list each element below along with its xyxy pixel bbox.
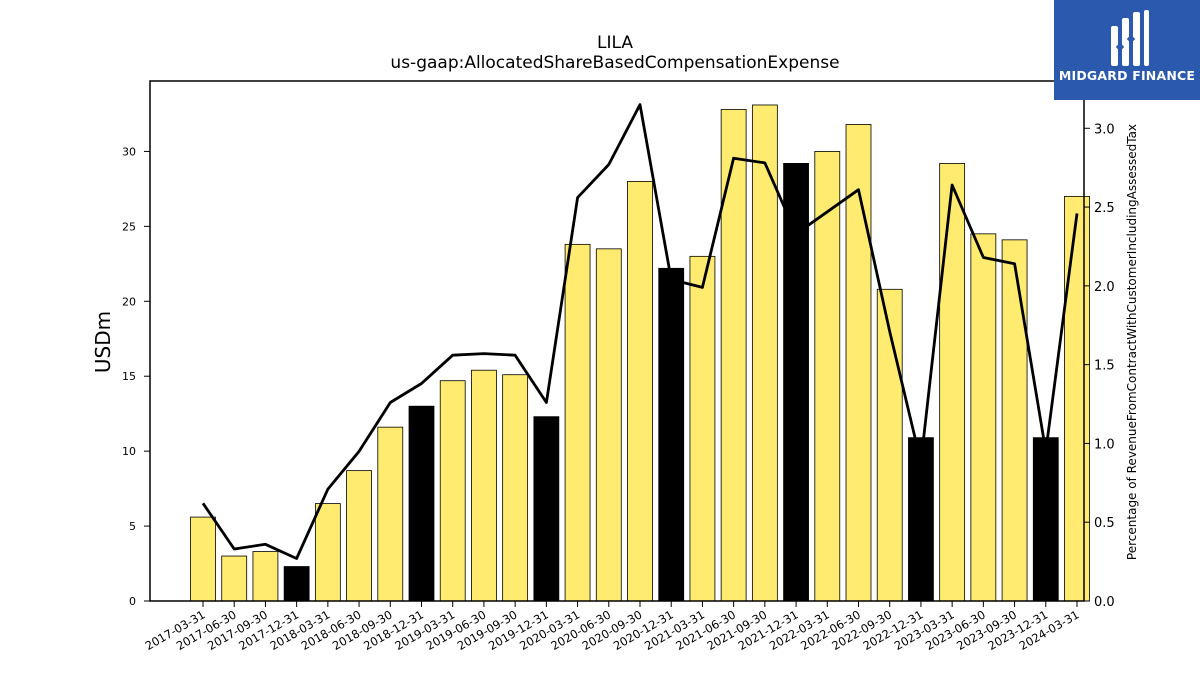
chart-title: LILA bbox=[597, 33, 633, 53]
y2-tick-label: 3.0 bbox=[1094, 122, 1115, 137]
bar bbox=[783, 163, 809, 602]
y2-tick-label: 0.5 bbox=[1094, 516, 1115, 531]
plot-frame bbox=[149, 80, 1085, 602]
y2-tick-label: 1.0 bbox=[1094, 437, 1115, 452]
bar bbox=[751, 104, 778, 602]
bar bbox=[689, 255, 716, 602]
bar bbox=[408, 405, 435, 602]
bar bbox=[720, 109, 747, 602]
bar bbox=[221, 555, 248, 602]
midgard-logo-icon bbox=[1111, 10, 1149, 66]
y2-tick-label: 2.0 bbox=[1094, 280, 1115, 295]
bar bbox=[377, 426, 404, 602]
bar bbox=[627, 181, 653, 602]
y-axis: 0 5 10 15 20 25 30 bbox=[122, 145, 150, 608]
bar bbox=[845, 124, 872, 602]
y2-tick-label: 0.0 bbox=[1094, 595, 1115, 610]
logo-text: MIDGARD FINANCE bbox=[1058, 68, 1196, 83]
y-tick-label: 20 bbox=[122, 295, 136, 308]
bar-series bbox=[190, 104, 1090, 602]
y-tick-label: 0 bbox=[129, 595, 136, 608]
y-tick-label: 30 bbox=[122, 145, 136, 158]
line-series-layer bbox=[201, 103, 1079, 560]
bar bbox=[1032, 437, 1059, 602]
y2-axis-label: Percentage of RevenueFromContractWithCus… bbox=[1125, 124, 1139, 560]
y2-tick-label: 1.5 bbox=[1094, 359, 1115, 374]
bar bbox=[814, 151, 841, 602]
bar bbox=[939, 163, 966, 602]
bar bbox=[908, 437, 934, 602]
y2-tick-label: 2.5 bbox=[1094, 201, 1115, 216]
y-tick-label: 25 bbox=[122, 220, 136, 233]
bar bbox=[564, 243, 591, 602]
bar bbox=[252, 551, 279, 602]
bar bbox=[970, 233, 997, 602]
bar bbox=[283, 566, 310, 602]
y2-axis: 0.0 0.5 1.0 1.5 2.0 2.5 3.0 bbox=[1084, 122, 1115, 610]
bar bbox=[190, 516, 216, 602]
logo: MIDGARD FINANCE bbox=[1054, 0, 1200, 100]
bar bbox=[1064, 195, 1090, 602]
bar bbox=[346, 470, 372, 602]
bar bbox=[471, 369, 497, 602]
bar bbox=[533, 416, 560, 602]
bar bbox=[439, 380, 466, 602]
y-axis-label: USDm bbox=[91, 311, 115, 373]
line-series bbox=[201, 103, 1079, 560]
y-tick-label: 10 bbox=[122, 445, 136, 458]
bar bbox=[314, 503, 341, 602]
bar bbox=[1001, 239, 1028, 602]
chart-subtitle: us-gaap:AllocatedShareBasedCompensationE… bbox=[390, 53, 839, 73]
bar bbox=[658, 267, 685, 602]
y-tick-label: 15 bbox=[122, 370, 136, 383]
bar bbox=[502, 374, 529, 602]
x-axis: 2017-03-312017-06-302017-09-302017-12-31… bbox=[143, 601, 1082, 653]
bar bbox=[595, 248, 622, 602]
y-tick-label: 5 bbox=[129, 520, 136, 533]
